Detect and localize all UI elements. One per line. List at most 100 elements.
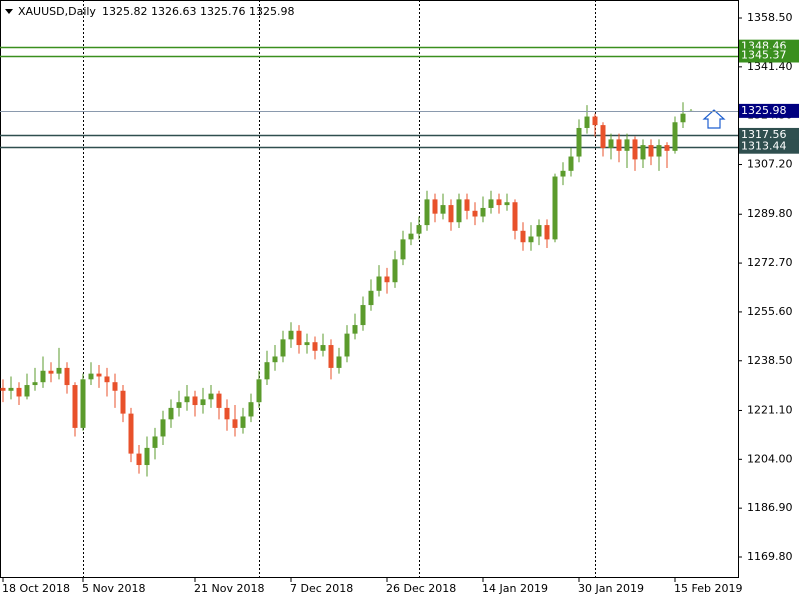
x-tick-label: 15 Feb 2019 (674, 582, 742, 595)
candle-body (112, 382, 118, 391)
candle-body (240, 416, 246, 428)
candle-body (200, 399, 206, 406)
candle-body (640, 145, 646, 160)
candle-body (344, 333, 350, 357)
x-tick-label: 30 Jan 2019 (578, 582, 644, 595)
y-tick-label: 1272.70 (747, 256, 793, 269)
price-box-label: 1317.56 (741, 128, 787, 141)
candle-body (480, 207, 486, 217)
candle-body (624, 139, 630, 151)
y-tick-label: 1358.50 (747, 11, 793, 24)
candle-body (264, 362, 270, 380)
price-box (739, 127, 799, 142)
period-separators (83, 0, 596, 578)
candle-body (592, 116, 598, 126)
candle-body (632, 139, 638, 160)
candle-body (256, 379, 262, 403)
candle-body (48, 370, 54, 374)
candle-body (168, 407, 174, 420)
candle-body (464, 199, 470, 211)
candle-body (504, 202, 510, 206)
candle-body (408, 233, 414, 240)
candle-body (552, 176, 558, 240)
candle-body (328, 345, 334, 368)
y-tick-label: 1169.80 (747, 550, 793, 563)
header: XAUUSD,Daily 1325.82 1326.63 1325.76 132… (5, 5, 295, 18)
candle-body (440, 205, 446, 214)
candle-body (0, 387, 6, 391)
candle-body (160, 419, 166, 437)
candle-body (360, 305, 366, 326)
y-tick-label: 1255.60 (747, 305, 793, 318)
header-triangle (5, 9, 13, 14)
candle-body (248, 402, 254, 417)
candle-body (72, 385, 78, 428)
candle-body (24, 385, 30, 397)
candle-body (104, 376, 110, 383)
candle-body (472, 210, 478, 217)
x-tick-label: 14 Jan 2019 (482, 582, 548, 595)
candle-body (376, 276, 382, 291)
price-box-label: 1325.98 (741, 104, 787, 117)
y-tick-label: 1204.00 (747, 452, 793, 465)
candle-body (456, 199, 462, 223)
candle-body (280, 339, 286, 357)
y-tick-label: 1307.20 (747, 158, 793, 171)
ohlc-close: 1325.98 (249, 5, 295, 18)
candle-body (136, 453, 142, 466)
candle-body (152, 436, 158, 448)
candle-body (544, 225, 550, 240)
candle-body (496, 199, 502, 206)
candle-body (184, 396, 190, 403)
candle-body (528, 236, 534, 243)
candle-body (584, 116, 590, 128)
candle-body (576, 127, 582, 157)
candle-body (568, 156, 574, 171)
candle-body (488, 199, 494, 208)
symbol: XAUUSD,Daily (18, 5, 96, 18)
candle-body (288, 330, 294, 340)
price-box-label: 1313.44 (741, 140, 787, 153)
candle-body (648, 145, 654, 157)
candle-body (64, 367, 70, 386)
price-box (739, 48, 799, 63)
candle-body (80, 379, 86, 428)
ohlc-high: 1326.63 (151, 5, 197, 18)
candle-body (120, 390, 126, 414)
x-tick-label: 18 Oct 2018 (2, 582, 70, 595)
candle-body (432, 199, 438, 214)
candle-body (216, 393, 222, 408)
candle-body (8, 387, 14, 391)
candle-body (384, 276, 390, 283)
candle-body (224, 407, 230, 420)
candle-body (560, 170, 566, 177)
candle-body (320, 345, 326, 351)
candle-body (16, 387, 22, 397)
y-tick-label: 1238.50 (747, 354, 793, 367)
candle-body (616, 139, 622, 151)
candle-body (304, 342, 310, 346)
candle-body (512, 202, 518, 231)
candle-body (400, 239, 406, 260)
ohlc-open: 1325.82 (102, 5, 148, 18)
y-tick-label: 1221.10 (747, 403, 793, 416)
plot-border (0, 0, 739, 578)
y-tick-label: 1341.40 (747, 60, 793, 73)
candle-body (672, 122, 678, 151)
candle-body (312, 342, 318, 351)
candle-body (232, 419, 238, 428)
candle-body (680, 113, 686, 123)
candle-body (392, 259, 398, 283)
candle-body (368, 290, 374, 306)
x-tick-label: 26 Dec 2018 (386, 582, 456, 595)
candle-body (520, 230, 526, 243)
candle-body (128, 413, 134, 454)
candle-body (664, 145, 670, 151)
y-tick-label: 1186.90 (747, 501, 793, 514)
ohlc-low: 1325.76 (200, 5, 246, 18)
candle-body (416, 225, 422, 234)
candle-body (608, 139, 614, 148)
candle-body (208, 393, 214, 400)
